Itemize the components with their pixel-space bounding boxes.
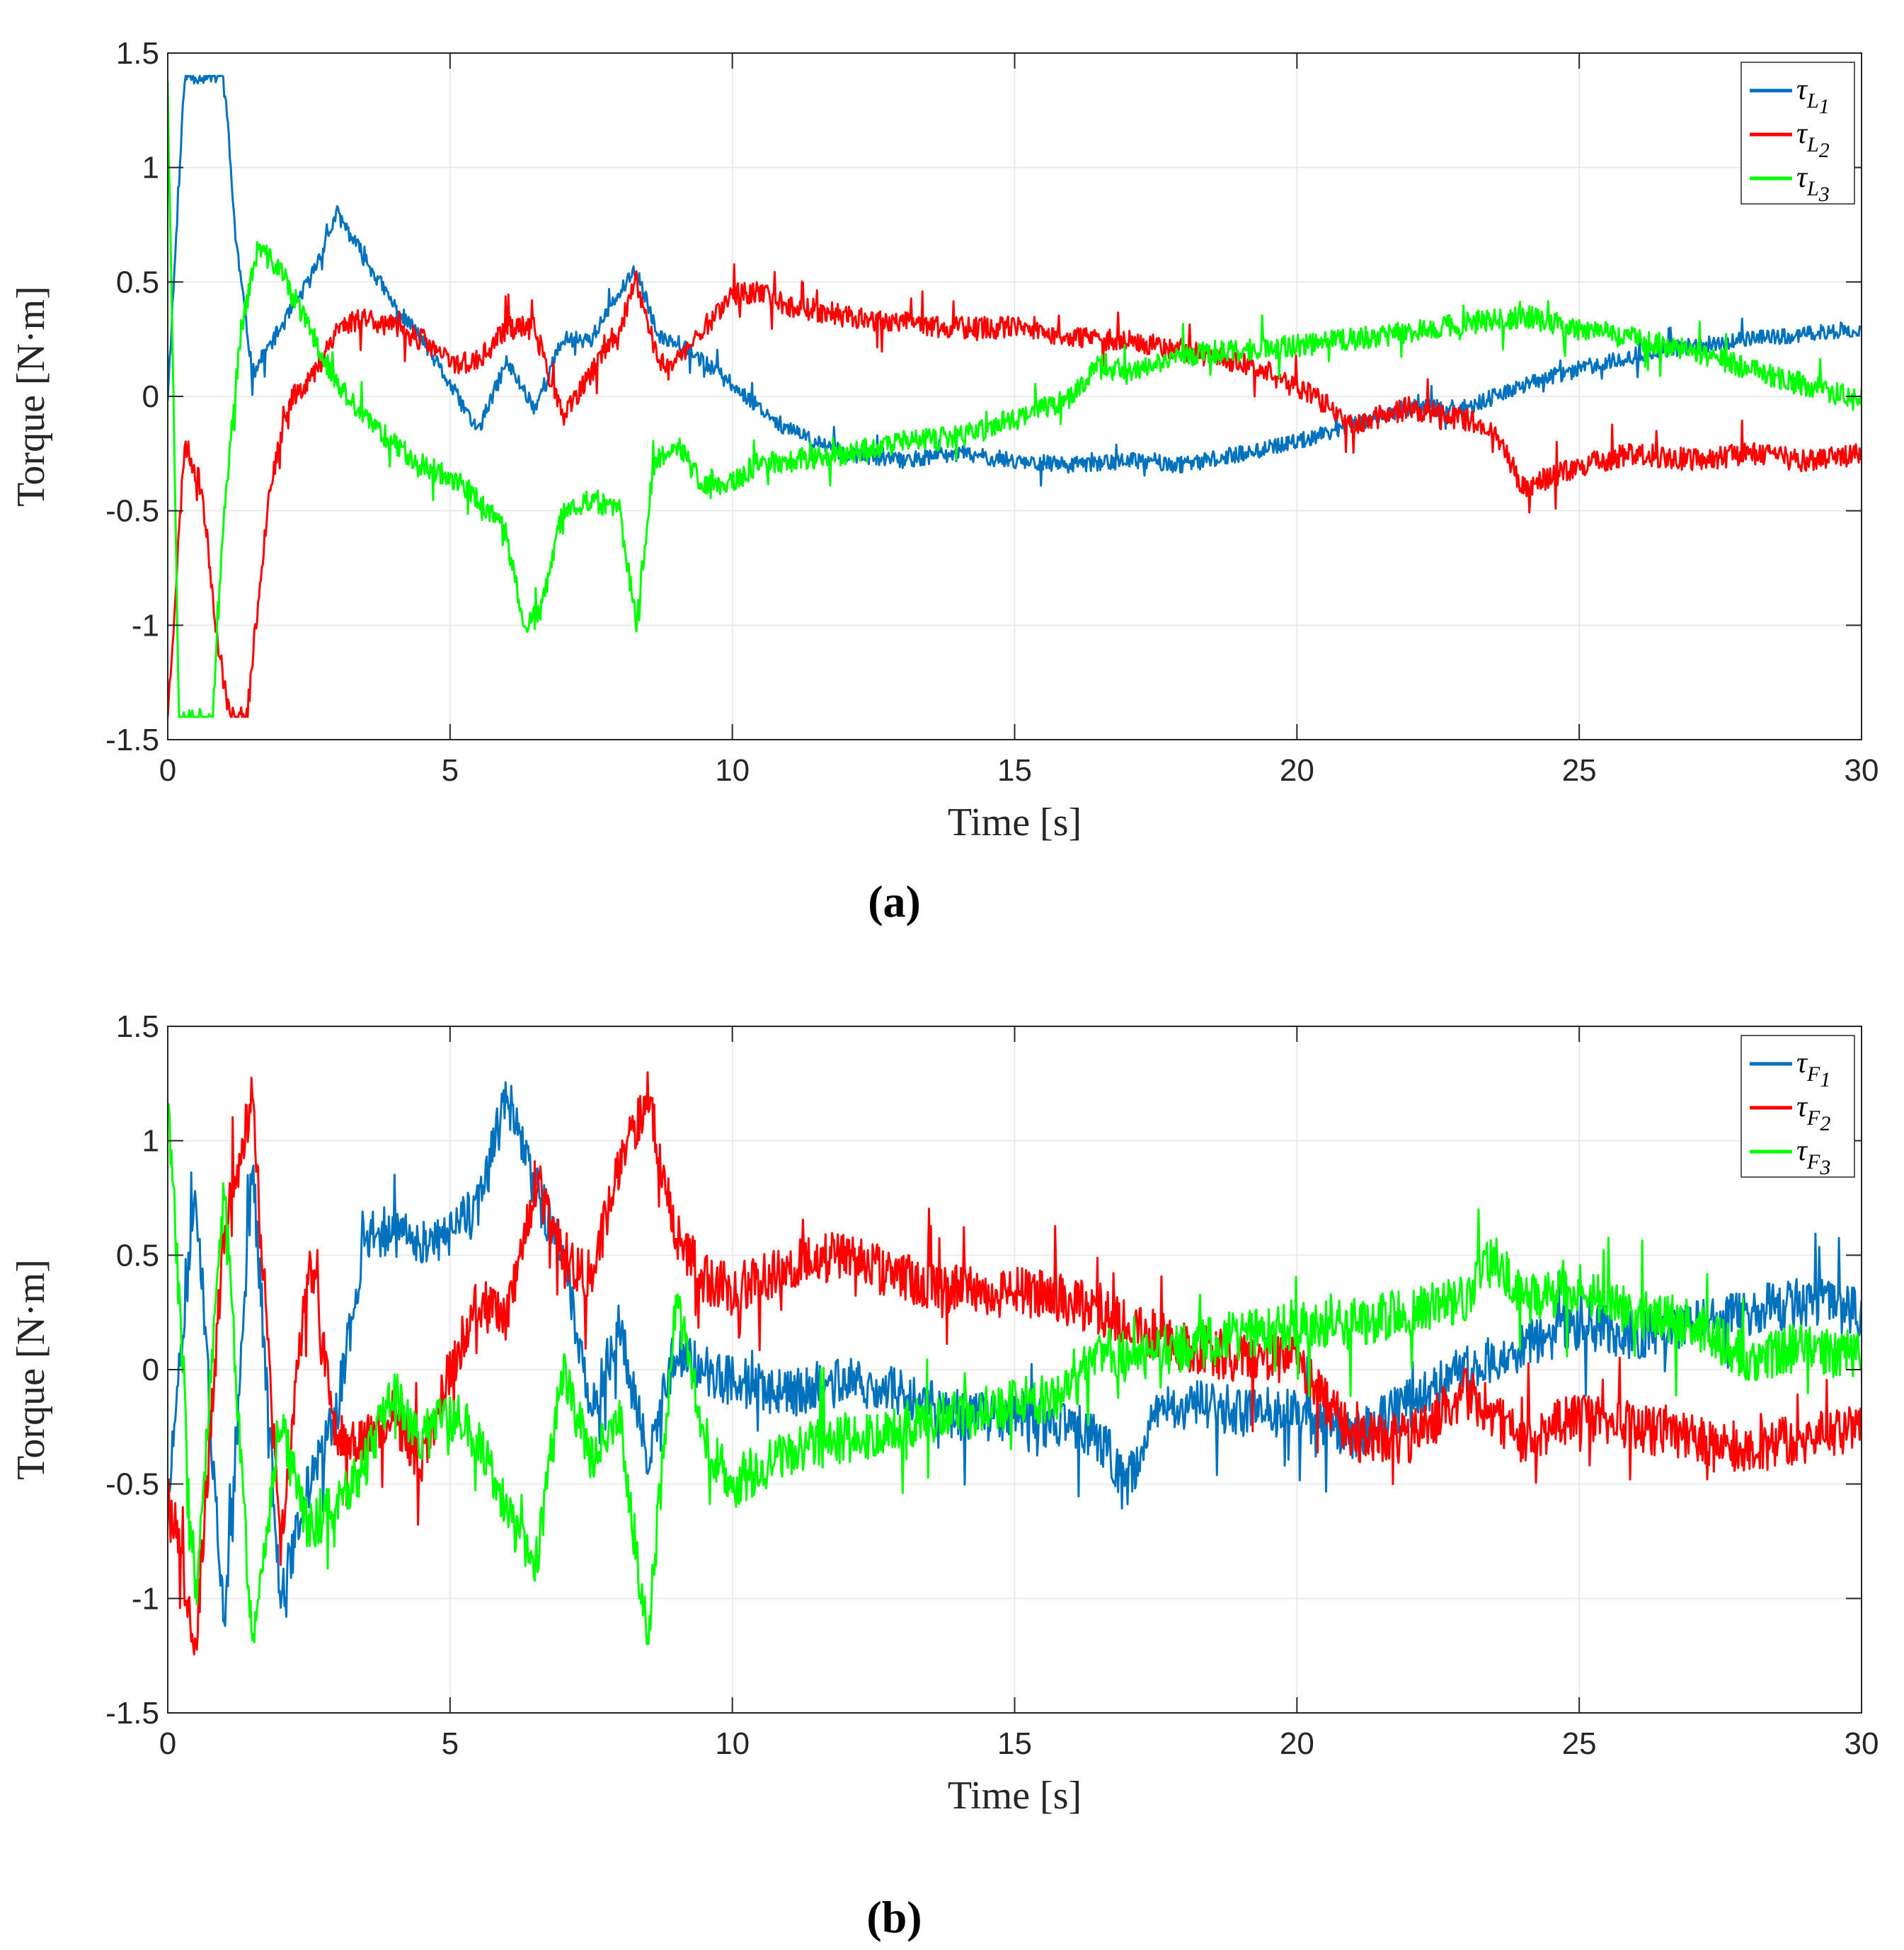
- y-tick-label: 0.5: [116, 265, 159, 299]
- x-tick-label: 15: [997, 1726, 1032, 1761]
- x-tick-label: 25: [1562, 1726, 1597, 1761]
- legend-symbol: τ: [1796, 117, 1808, 150]
- series-line-τF2: [168, 1071, 1862, 1656]
- legend-label-τF1: τF1: [1796, 1047, 1830, 1091]
- legend-sub: F: [1806, 1106, 1820, 1130]
- legend-symbol: τ: [1796, 74, 1808, 106]
- legend-subsub: 1: [1820, 1068, 1830, 1091]
- legend-label-τL3: τL3: [1796, 161, 1830, 206]
- y-tick-label: 1.5: [116, 1009, 159, 1044]
- series-line-τL3: [168, 81, 1862, 718]
- y-tick-label: 1: [142, 151, 159, 185]
- x-tick-label: 10: [715, 1726, 750, 1761]
- x-tick-label: 0: [159, 1726, 176, 1761]
- x-tick-label: 30: [1845, 1726, 1879, 1761]
- x-axis-label: Time [s]: [948, 801, 1082, 844]
- legend-label-τL1: τL1: [1796, 74, 1830, 118]
- y-tick-label: 0: [142, 379, 159, 414]
- legend-symbol: τ: [1796, 1135, 1808, 1167]
- chart-panel-b: 0 5 10 15 20 25 30 -1.5 -1 -0.5 0 0.5 1 1.5 Time [s] To…: [9, 1009, 1879, 1942]
- legend-subsub: 3: [1818, 183, 1830, 206]
- x-tick-label: 25: [1562, 753, 1597, 788]
- y-tick-label: 1: [142, 1124, 159, 1159]
- legend-sub: F: [1806, 1150, 1820, 1174]
- panel-caption: (b): [866, 1892, 922, 1942]
- legend-sub: F: [1806, 1062, 1820, 1086]
- y-tick-label: -1: [132, 1581, 159, 1616]
- x-tick-label: 0: [159, 753, 176, 788]
- legend-subsub: 2: [1820, 1112, 1830, 1135]
- legend-sub: L: [1806, 177, 1819, 200]
- chart-panel-a: 0 5 10 15 20 25 30 -1.5 -1 -0.5 0 0.5 1 1.5 Time [s] To…: [9, 36, 1879, 927]
- legend-sub: L: [1806, 133, 1819, 156]
- y-tick-label: -0.5: [105, 1467, 159, 1502]
- legend-symbol: τ: [1796, 161, 1808, 194]
- y-tick-label: 0: [142, 1353, 159, 1387]
- y-tick-label: 1.5: [116, 36, 159, 71]
- legend-symbol: τ: [1796, 1091, 1808, 1123]
- legend-subsub: 2: [1819, 139, 1830, 162]
- legend-label-τF2: τF2: [1796, 1091, 1830, 1135]
- series-group: [168, 1071, 1862, 1656]
- y-axis-label: Torque [N·m]: [9, 1259, 53, 1480]
- legend-sub: L: [1806, 89, 1819, 113]
- x-tick-label: 20: [1280, 1726, 1314, 1761]
- legend-label-τF3: τF3: [1796, 1135, 1830, 1179]
- legend-symbol: τ: [1796, 1047, 1808, 1079]
- y-tick-label: -1.5: [105, 723, 159, 757]
- x-tick-label: 5: [442, 1726, 459, 1761]
- y-tick-label: -0.5: [105, 494, 159, 529]
- panel-caption: (a): [868, 876, 921, 927]
- y-axis-label: Torque [N·m]: [9, 286, 53, 507]
- y-tick-label: -1: [132, 608, 159, 643]
- legend-subsub: 1: [1819, 95, 1830, 118]
- x-axis-label: Time [s]: [948, 1774, 1082, 1818]
- x-tick-label: 20: [1280, 753, 1314, 788]
- series-line-τL1: [168, 74, 1862, 487]
- series-group: [168, 74, 1862, 718]
- x-tick-label: 30: [1845, 753, 1879, 788]
- series-line-τF1: [168, 1081, 1862, 1627]
- y-tick-label: 0.5: [116, 1238, 159, 1273]
- x-tick-label: 10: [715, 753, 750, 788]
- legend-subsub: 3: [1819, 1156, 1830, 1179]
- series-line-τL2: [168, 263, 1862, 718]
- series-line-τF3: [168, 1103, 1862, 1646]
- legend-label-τL2: τL2: [1796, 117, 1830, 162]
- x-tick-label: 15: [997, 753, 1032, 788]
- y-tick-label: -1.5: [105, 1696, 159, 1731]
- x-tick-label: 5: [442, 753, 459, 788]
